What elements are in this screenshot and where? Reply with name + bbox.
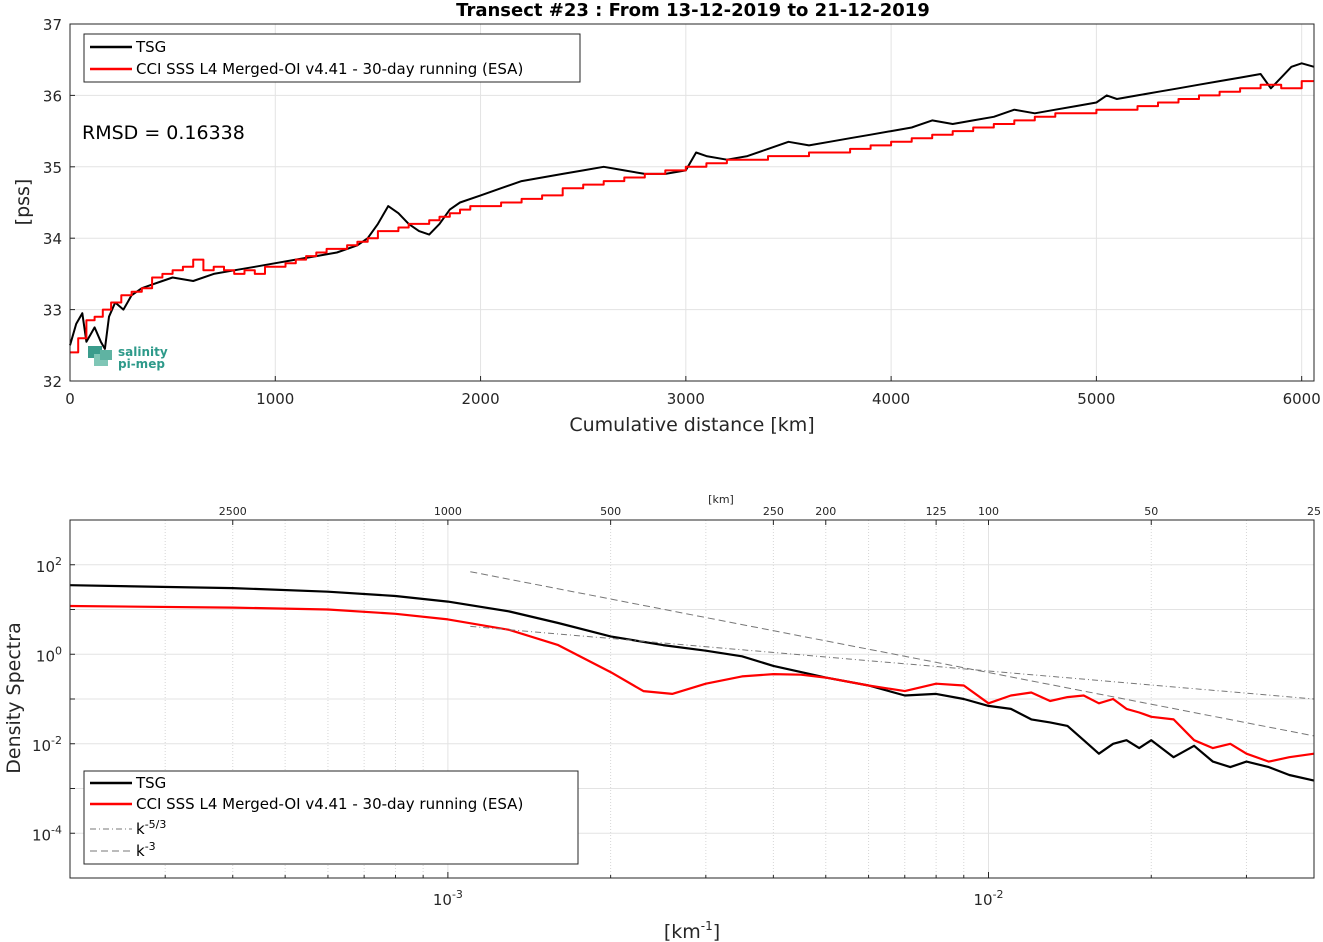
tick-labels: 0 1000 2000 3000 4000 5000 6000 32 33 34 35 36 37 — [43, 16, 1321, 408]
y-tick-label-exp: -2 — [51, 734, 62, 747]
plot-area — [70, 24, 1314, 381]
legend-k53-main: k — [136, 820, 145, 838]
y-tick-label: 37 — [43, 16, 62, 34]
y-axis-label: [pss] — [12, 179, 34, 226]
x-tick-label: 0 — [65, 390, 75, 408]
y-tick-label-exp: -4 — [51, 823, 62, 836]
tsg-spectrum-line — [69, 584, 1315, 782]
x-tick-label-exp: -2 — [993, 888, 1004, 901]
tsg-line — [69, 62, 1315, 350]
top-tick-label: 500 — [600, 505, 621, 518]
legend-label-tsg: TSG — [135, 774, 166, 792]
y-tick-label-base: 10 — [36, 558, 55, 576]
legend: TSG CCI SSS L4 Merged-OI v4.41 - 30-day … — [83, 770, 579, 865]
y-tick-label: 102 — [36, 555, 62, 576]
k53-reference-line — [470, 625, 1315, 700]
x-tick-label: 3000 — [667, 390, 705, 408]
series-group — [69, 62, 1315, 354]
y-tick-label-exp: 0 — [55, 644, 62, 657]
y-tick-label: 34 — [43, 230, 62, 248]
chart-title: Transect #23 : From 13-12-2019 to 21-12-… — [456, 0, 930, 21]
legend-label-tsg: TSG — [135, 38, 166, 56]
legend-box — [83, 33, 581, 83]
x-tick-label: 6000 — [1283, 390, 1321, 408]
logo-cube-icon-3 — [100, 350, 112, 360]
x-axis-label-exp: -1 — [701, 919, 713, 933]
x-tick-label: 2000 — [461, 390, 499, 408]
x-axis-label: Cumulative distance [km] — [569, 414, 814, 436]
legend-label-cci: CCI SSS L4 Merged-OI v4.41 - 30-day runn… — [136, 60, 523, 78]
top-tick-label: 250 — [763, 505, 784, 518]
logo-line-2: pi-mep — [118, 357, 165, 371]
y-tick-label: 35 — [43, 159, 62, 177]
k3-reference-line — [470, 571, 1315, 737]
legend-k3-exp: -3 — [145, 840, 156, 853]
y-tick-label-base: 10 — [32, 737, 51, 755]
y-tick-label: 10-4 — [32, 823, 62, 844]
top-tick-label: 100 — [978, 505, 999, 518]
x-tick-label: 1000 — [256, 390, 294, 408]
x-tick-label-base: 10 — [433, 891, 452, 909]
y-tick-label-base: 10 — [32, 826, 51, 844]
legend-k53-exp: -5/3 — [145, 818, 167, 831]
rmsd-annotation: RMSD = 0.16338 — [82, 122, 245, 144]
cci-spectrum-line — [69, 604, 1315, 763]
legend-label-cci: CCI SSS L4 Merged-OI v4.41 - 30-day runn… — [136, 795, 523, 813]
y-tick-label-base: 10 — [36, 647, 55, 665]
y-tick-label: 32 — [43, 373, 62, 391]
x-tick-label-exp: -3 — [452, 888, 463, 901]
legend-k3-main: k — [136, 842, 145, 860]
top-tick-label: 50 — [1144, 505, 1158, 518]
top-tick-label: 2500 — [219, 505, 247, 518]
y-tick-label: 100 — [36, 644, 62, 665]
plot-frame — [69, 23, 1315, 382]
legend-label-k53: k-5/3 — [136, 818, 166, 838]
logo-line-1: salinity — [118, 345, 168, 359]
transect-chart: Transect #23 : From 13-12-2019 to 21-12-… — [12, 0, 1321, 436]
x-axis-label-main: [km — [664, 921, 701, 942]
top-tick-label: 25 — [1307, 505, 1321, 518]
y-tick-label: 33 — [43, 302, 62, 320]
x-tick-label: 5000 — [1077, 390, 1115, 408]
y-tick-label: 36 — [43, 87, 62, 105]
x-tick-label: 4000 — [872, 390, 910, 408]
top-tick-label: 125 — [926, 505, 947, 518]
x-axis-label-end: ] — [713, 921, 720, 942]
legend: TSG CCI SSS L4 Merged-OI v4.41 - 30-day … — [83, 33, 581, 83]
y-axis-label: Density Spectra — [3, 622, 25, 773]
x-axis-label: [km-1] — [664, 919, 720, 942]
y-tick-label: 10-2 — [32, 734, 62, 755]
top-axis-label: [km] — [708, 493, 734, 506]
x-tick-label: 10-2 — [973, 888, 1003, 909]
x-tick-label: 10-3 — [433, 888, 463, 909]
top-tick-label: 1000 — [434, 505, 462, 518]
top-tick-label: 200 — [815, 505, 836, 518]
y-tick-label-exp: 2 — [55, 555, 62, 568]
series-group — [69, 571, 1315, 782]
x-tick-label-base: 10 — [973, 891, 992, 909]
salinity-pi-mep-logo: salinity pi-mep — [88, 345, 168, 371]
legend-label-k3: k-3 — [136, 840, 156, 860]
cci-line — [70, 80, 1314, 354]
legend-box — [83, 770, 579, 865]
